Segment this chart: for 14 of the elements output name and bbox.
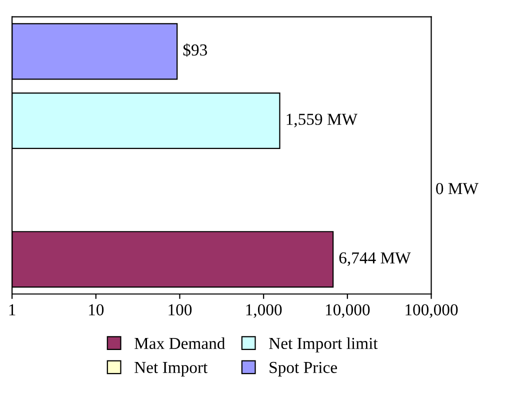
x-tick-label: 100,000 — [406, 304, 458, 318]
x-tick-label: 10,000 — [326, 304, 370, 318]
text: 0 MW — [436, 182, 478, 194]
legend-label: Net Import limit — [269, 337, 378, 352]
data-label: 6,744 MW — [339, 252, 411, 266]
legend-label: Net Import — [134, 362, 208, 376]
data-label: 1,559 MW — [286, 114, 358, 128]
x-tick-label: 100 — [168, 304, 192, 316]
legend-label: Spot Price — [270, 362, 337, 376]
data-label: $93 — [183, 43, 207, 57]
legend-label: Max Demand — [134, 337, 226, 350]
x-tick-label: 1 — [9, 304, 16, 316]
x-tick-label: 10 — [89, 304, 104, 316]
x-tick-label: 1,000 — [246, 304, 282, 318]
